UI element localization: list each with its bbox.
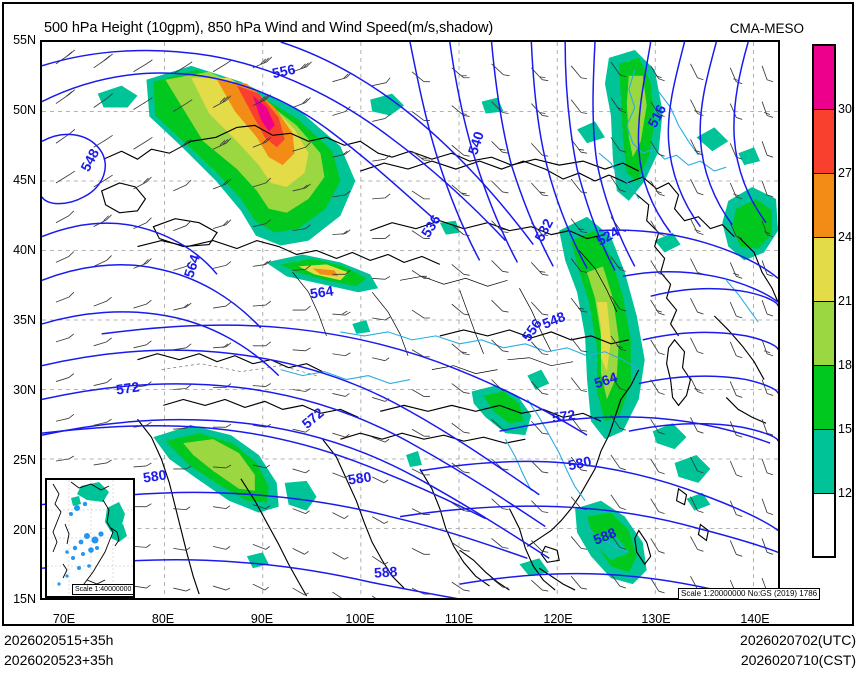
colorbar-band-15-18 [813,365,835,429]
lat-label-35n: 35N [13,313,36,327]
rivers [280,69,759,553]
lat-label-15n: 15N [13,592,36,606]
colorbar-band-30plus [813,45,835,109]
colorbar-tick-27: 27 [838,166,852,180]
colorbar-tick-30: 30 [838,102,852,116]
model-tag: CMA-MESO [729,21,804,36]
wind-speed-colorbar[interactable] [812,44,836,558]
coastlines-borders [100,124,778,597]
lat-label-25n: 25N [13,453,36,467]
colorbar-tick-24: 24 [838,230,852,244]
lat-label-50n: 50N [13,103,36,117]
colorbar-band-24-27 [813,173,835,237]
lon-label-140e: 140E [740,612,770,626]
lon-label-100e: 100E [345,612,375,626]
lon-label-130e: 130E [641,612,671,626]
lat-label-45n: 45N [13,173,36,187]
footer-init-cst: 2026020523+35h [4,652,114,668]
colorbar-tick-12: 12 [838,486,852,500]
map-canvas [42,42,778,598]
page-title: 500 hPa Height (10gpm), 850 hPa Wind and… [44,20,494,36]
colorbar-band-27-30 [813,109,835,173]
lon-label-90e: 90E [250,612,274,626]
colorbar-band-12-15 [813,429,835,493]
footer-valid-utc: 2026020702(UTC) [740,632,856,648]
lat-label-30n: 30N [13,383,36,397]
lon-label-120e: 120E [543,612,573,626]
lon-label-80e: 80E [151,612,175,626]
contour-label: 588 [373,563,398,581]
contour-label: 572 [115,378,141,398]
inset-map-south-china-sea[interactable]: Scale 1:40000000 [45,478,135,598]
map-plot-area[interactable] [40,40,780,600]
map-scale-label: Scale 1:20000000 No:GS (2019) 1786 [678,588,821,600]
footer-valid-cst: 2026020710(CST) [740,652,856,668]
lat-label-20n: 20N [13,523,36,537]
colorbar-tick-18: 18 [838,358,852,372]
footer-init-utc: 2026020515+35h [4,632,114,648]
colorbar-tick-15: 15 [838,422,852,436]
height-contours [42,42,778,598]
lon-label-70e: 70E [52,612,76,626]
contour-label: 580 [142,466,168,486]
inset-scale-label: Scale 1:40000000 [72,584,133,595]
contour-label: 564 [309,282,335,302]
contour-label: 572 [551,406,577,426]
wind-speed-shading [97,49,778,585]
contour-label: 580 [347,468,373,488]
lon-label-110e: 110E [444,612,474,626]
colorbar-tick-21: 21 [838,294,852,308]
lat-label-55n: 55N [13,33,36,47]
lat-label-40n: 40N [13,243,36,257]
colorbar-band-below-12 [813,493,835,557]
colorbar-band-18-21 [813,301,835,365]
colorbar-band-21-24 [813,237,835,301]
inset-canvas [47,480,133,596]
